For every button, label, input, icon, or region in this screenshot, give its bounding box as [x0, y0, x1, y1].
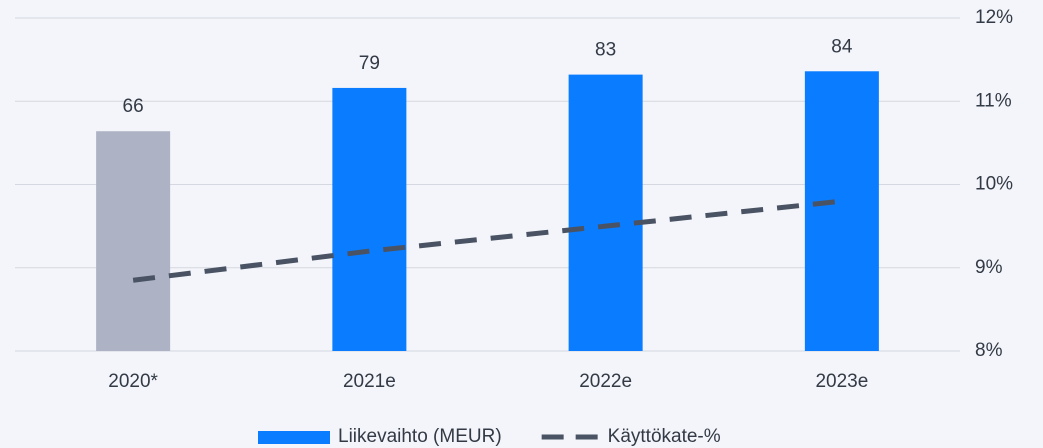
x-tick-label: 2020* [108, 371, 158, 392]
y2-tick-label: 9% [975, 257, 1003, 278]
bar [96, 131, 171, 351]
legend-label: Käyttökate-% [608, 426, 721, 447]
value-label: 79 [359, 53, 380, 74]
bar [804, 71, 879, 351]
line [132, 198, 843, 283]
legend-swatch [258, 431, 330, 444]
y2-tick-label: 11% [975, 90, 1012, 111]
value-label: 66 [123, 96, 144, 117]
y2-tick-label: 10% [975, 174, 1013, 195]
legend-label: Liikevaihto (MEUR) [338, 426, 502, 447]
x-tick-label: 2021e [343, 371, 396, 392]
x-tick-label: 2022e [579, 371, 632, 392]
y2-tick-label: 12% [975, 7, 1013, 28]
bar [332, 87, 407, 352]
x-tick-label: 2023e [815, 371, 868, 392]
value-label: 83 [595, 40, 616, 61]
y2-tick-label: 8% [975, 340, 1003, 361]
bar [568, 74, 643, 352]
value-label: 84 [831, 36, 853, 57]
